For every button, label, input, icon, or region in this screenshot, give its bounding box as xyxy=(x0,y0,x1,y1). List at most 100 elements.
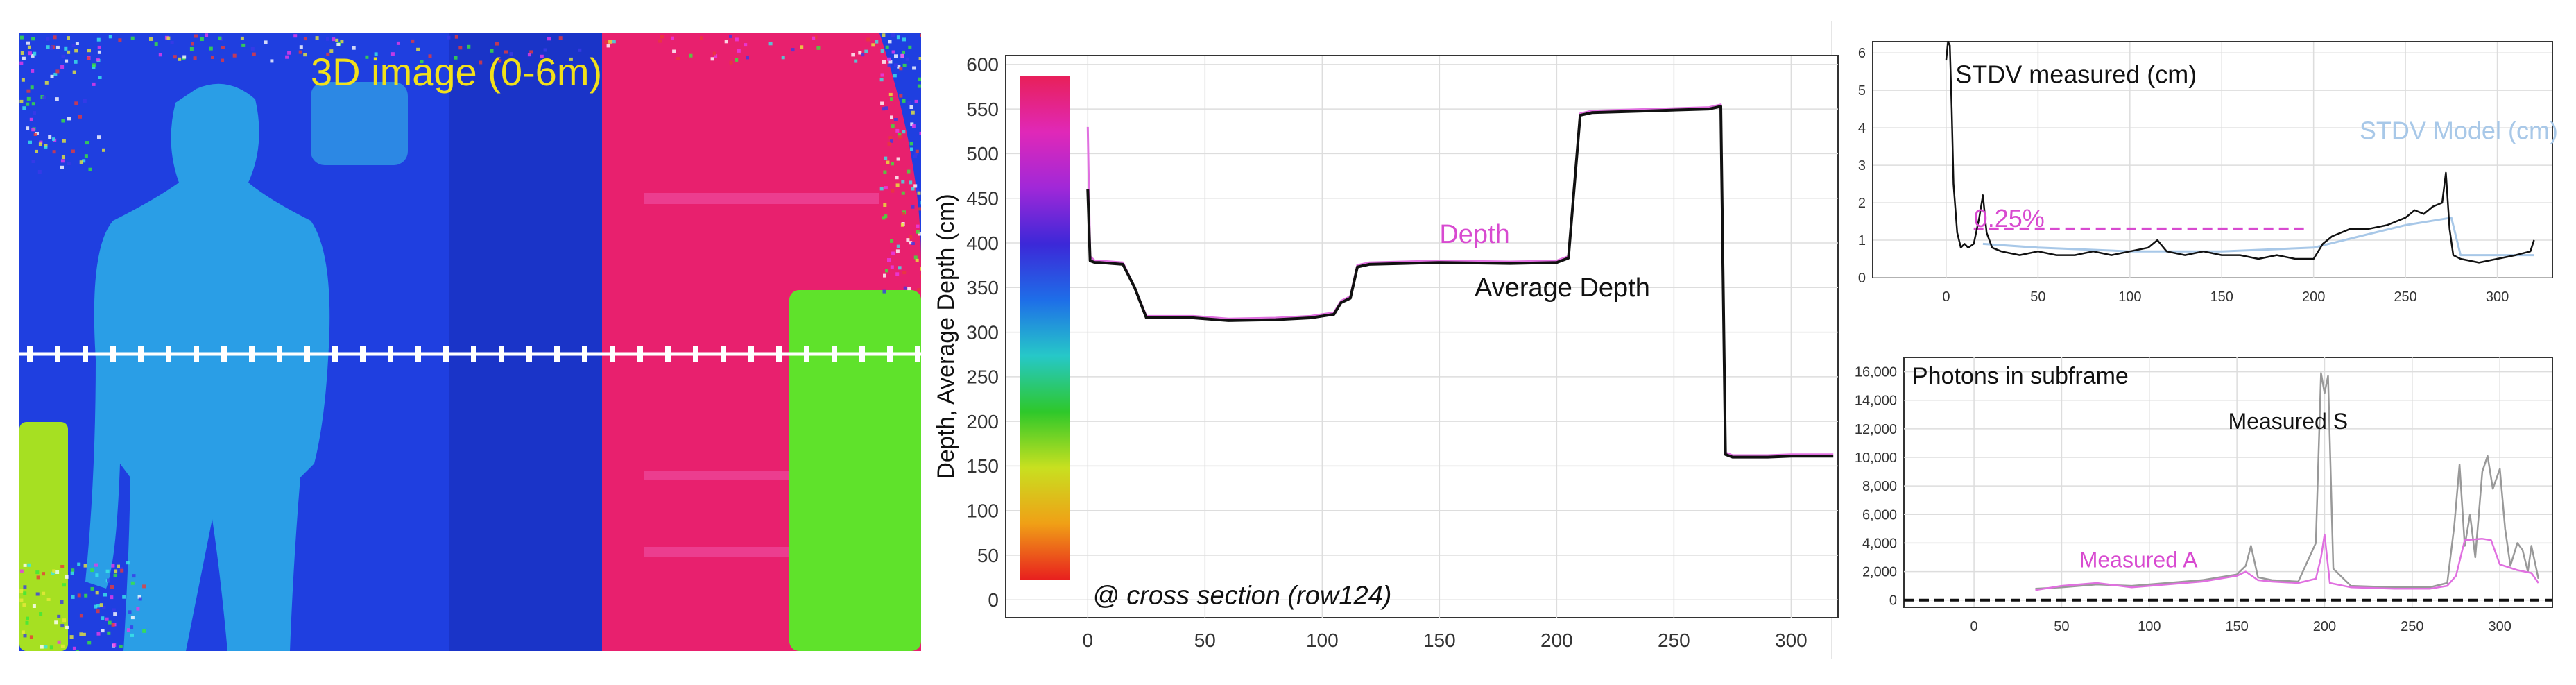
cross-section-tick xyxy=(304,346,310,362)
noise-pixel xyxy=(912,66,916,70)
noise-pixel xyxy=(31,53,35,58)
noise-pixel xyxy=(57,614,61,618)
x-tick-label: 50 xyxy=(2054,619,2069,634)
noise-pixel xyxy=(882,33,886,37)
noise-pixel xyxy=(130,581,135,585)
noise-pixel xyxy=(38,142,42,146)
noise-pixel xyxy=(77,593,81,598)
noise-pixel xyxy=(920,275,921,278)
y-tick-label: 400 xyxy=(966,232,999,254)
noise-pixel xyxy=(103,593,107,597)
cross-section-tick xyxy=(693,346,698,362)
cross-section-tick xyxy=(554,346,560,362)
noise-pixel xyxy=(22,106,26,110)
noise-pixel xyxy=(110,585,114,589)
noise-pixel xyxy=(390,52,395,56)
noise-pixel xyxy=(315,36,319,40)
y-tick-label: 50 xyxy=(977,545,999,566)
x-tick-label: 100 xyxy=(1306,629,1339,651)
noise-pixel xyxy=(676,57,680,60)
noise-pixel xyxy=(218,36,222,40)
x-tick-label: 300 xyxy=(1775,629,1808,651)
y-tick-label: 2 xyxy=(1858,196,1866,211)
depth-lamp xyxy=(311,82,408,165)
noise-pixel xyxy=(879,187,884,191)
noise-pixel xyxy=(52,137,55,142)
noise-pixel xyxy=(79,632,83,636)
noise-pixel xyxy=(891,50,895,54)
cross-section-tick xyxy=(915,346,920,362)
noise-pixel xyxy=(30,85,34,90)
cross-section-tick xyxy=(27,346,33,362)
noise-pixel xyxy=(712,51,716,56)
noise-pixel xyxy=(78,115,82,119)
noise-pixel xyxy=(26,126,30,130)
noise-pixel xyxy=(26,96,31,101)
noise-pixel xyxy=(866,37,870,42)
noise-pixel xyxy=(44,81,49,85)
x-tick-label: 100 xyxy=(2118,289,2141,305)
cross-section-tick xyxy=(859,346,865,362)
y-tick-label: 8,000 xyxy=(1862,479,1897,494)
noise-pixel xyxy=(888,40,892,44)
noise-pixel xyxy=(46,37,50,41)
noise-pixel xyxy=(851,53,855,57)
noise-pixel xyxy=(303,53,307,57)
noise-pixel xyxy=(490,49,494,53)
cross-section-tick xyxy=(249,346,255,362)
noise-pixel xyxy=(660,35,664,39)
x-tick-label: 250 xyxy=(2394,289,2416,305)
noise-pixel xyxy=(83,564,87,568)
cross-section-tick xyxy=(832,346,837,362)
cross-section-tick xyxy=(610,346,615,362)
noise-pixel xyxy=(898,135,902,139)
noise-pixel xyxy=(871,43,875,47)
noise-pixel xyxy=(26,41,30,45)
noise-pixel xyxy=(74,101,78,105)
noise-pixel xyxy=(211,56,214,59)
noise-pixel xyxy=(23,591,27,595)
noise-pixel xyxy=(894,54,898,58)
noise-pixel xyxy=(250,46,255,51)
noise-pixel xyxy=(527,53,531,57)
noise-pixel xyxy=(898,266,902,270)
noise-pixel xyxy=(33,51,37,56)
noise-pixel xyxy=(90,568,94,573)
y-tick-label: 150 xyxy=(966,455,999,477)
cross-section-tick xyxy=(55,346,60,362)
noise-pixel xyxy=(896,35,900,40)
noise-pixel xyxy=(110,595,114,600)
noise-pixel xyxy=(612,40,616,44)
noise-pixel xyxy=(37,170,42,174)
noise-pixel xyxy=(170,41,174,44)
cross-section-tick xyxy=(83,346,88,362)
stdv-svg: 0 50 100 150 200 250 300 0 1 2 3 4 5 6 STDV measured (… xyxy=(1858,40,2558,305)
noise-pixel xyxy=(44,144,48,148)
noise-pixel xyxy=(891,189,895,193)
noise-pixel xyxy=(858,51,862,55)
noise-pixel xyxy=(33,111,36,115)
noise-pixel xyxy=(118,38,122,42)
noise-pixel xyxy=(800,45,804,49)
noise-pixel xyxy=(178,57,182,61)
depth-image-panel: 3D image (0-6m) xyxy=(19,33,921,651)
annotation-0: Depth xyxy=(1439,220,1509,249)
y-tick-label: 5 xyxy=(1858,83,1866,99)
noise-pixel xyxy=(82,632,86,636)
noise-pixel xyxy=(903,286,907,290)
noise-pixel xyxy=(814,35,818,40)
noise-pixel xyxy=(918,77,921,81)
cross-section-tick xyxy=(443,346,449,362)
noise-pixel xyxy=(861,53,865,57)
noise-pixel xyxy=(332,37,336,42)
noise-pixel xyxy=(61,155,65,159)
x-tick-label: 300 xyxy=(2489,619,2511,634)
noise-pixel xyxy=(49,645,53,650)
noise-pixel xyxy=(55,570,60,574)
noise-pixel xyxy=(884,156,888,160)
noise-pixel xyxy=(60,165,64,169)
noise-pixel xyxy=(97,50,101,54)
noise-pixel xyxy=(909,241,913,245)
noise-pixel xyxy=(902,271,907,275)
noise-pixel xyxy=(902,99,906,103)
